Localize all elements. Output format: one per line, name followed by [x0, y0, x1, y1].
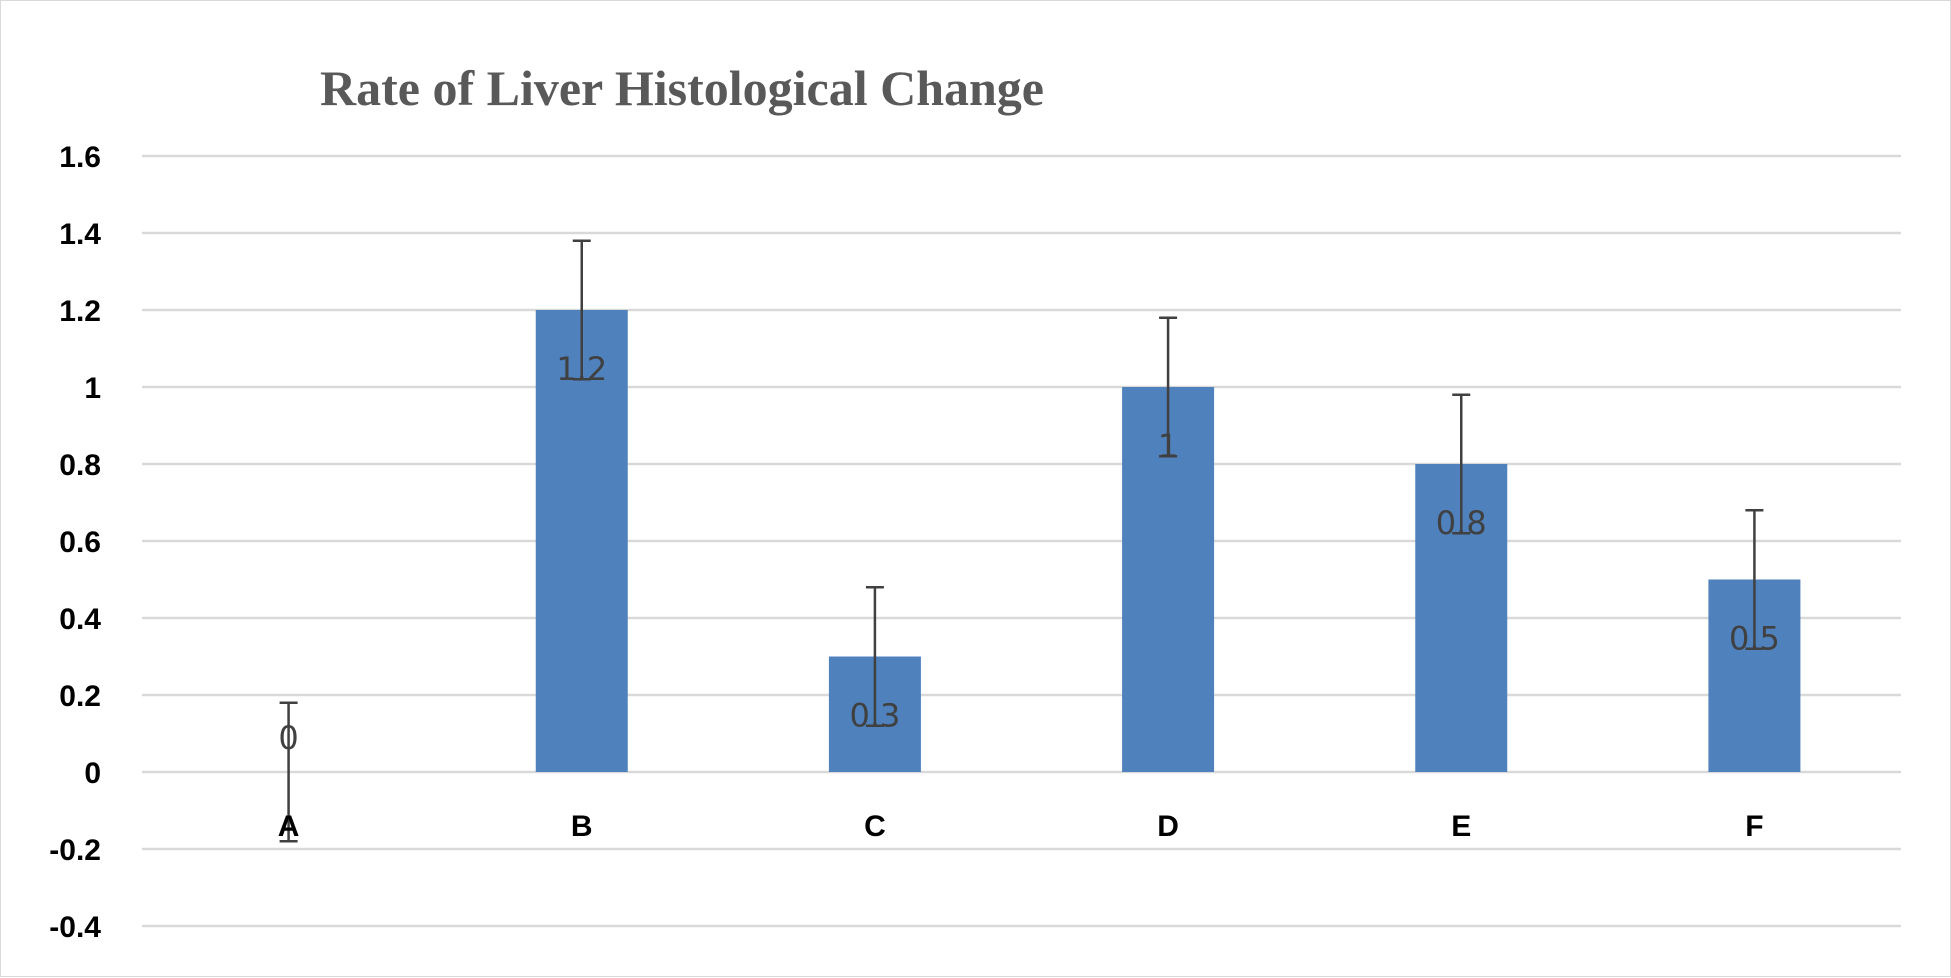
- error-bar-e: [1452, 393, 1471, 535]
- bars: [535, 310, 1801, 772]
- chart-title: Rate of Liver Histological Change: [320, 60, 1044, 116]
- y-tick-label: 1: [84, 372, 101, 405]
- x-tick-label-a: A: [278, 810, 300, 843]
- x-tick-label-b: B: [571, 810, 593, 843]
- x-axis-tick-labels: A B C D E F: [278, 810, 1764, 843]
- error-bar-f: [1745, 508, 1764, 651]
- y-tick-label: 1.6: [59, 141, 101, 174]
- x-tick-label-d: D: [1157, 810, 1179, 843]
- y-axis-tick-labels: -0.4 -0.2 0 0.2 0.4 0.6 0.8 1 1.2 1.4 1.6: [49, 141, 101, 944]
- x-tick-label-e: E: [1451, 810, 1471, 843]
- y-tick-label: -0.4: [49, 911, 101, 944]
- x-tick-label-f: F: [1745, 810, 1763, 843]
- y-tick-label: 0.8: [59, 449, 101, 482]
- x-tick-label-c: C: [864, 810, 886, 843]
- y-tick-label: 0.4: [59, 603, 101, 636]
- y-tick-label: 0.6: [59, 526, 101, 559]
- y-tick-label: 1.4: [59, 218, 101, 251]
- gridlines: [142, 154, 1901, 928]
- error-bar-a: [279, 701, 298, 843]
- y-tick-label: 1.2: [59, 295, 101, 328]
- error-bar-b: [572, 239, 591, 381]
- y-tick-label: 0: [84, 757, 101, 790]
- y-tick-label: 0.2: [59, 680, 101, 713]
- error-bars: [279, 239, 1764, 843]
- error-bar-d: [1159, 316, 1178, 458]
- error-bar-c: [865, 585, 884, 728]
- bar-b: [535, 310, 628, 772]
- y-tick-label: -0.2: [49, 834, 101, 867]
